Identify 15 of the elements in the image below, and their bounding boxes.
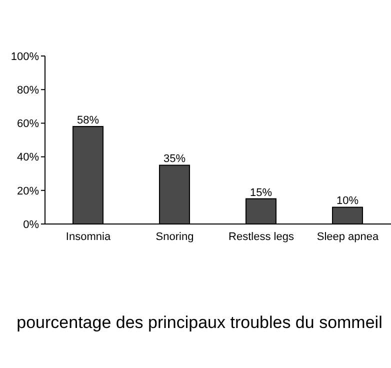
x-tick-label: Insomnia bbox=[66, 230, 112, 243]
y-tick-label: 60% bbox=[16, 118, 40, 130]
y-tick-label: 40% bbox=[16, 152, 40, 164]
text: pourcentage des principaux troubles du sommeil bbox=[16, 313, 384, 333]
y-tick-label: 100% bbox=[10, 50, 40, 63]
y-tick-label: 80% bbox=[16, 84, 40, 97]
data-label: 10% bbox=[336, 195, 359, 208]
data-label: 35% bbox=[163, 153, 186, 166]
y-tick-label: 20% bbox=[16, 185, 40, 198]
x-tick-label: Restless legs bbox=[228, 230, 294, 243]
data-label: 58% bbox=[76, 114, 100, 127]
x-tick-label: Snoring bbox=[156, 230, 194, 243]
x-tick-label: Sleep apnea bbox=[316, 230, 380, 243]
y-tick-label: 0% bbox=[23, 218, 40, 231]
data-label: 15% bbox=[250, 186, 272, 199]
